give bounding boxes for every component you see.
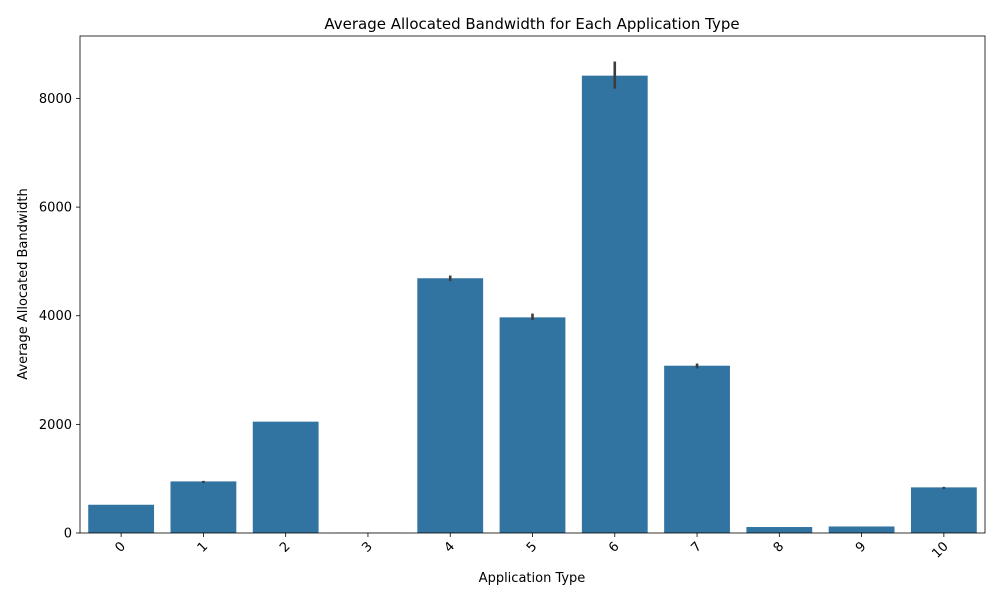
bar-9 [828,526,895,533]
bar-10 [910,487,977,533]
x-tick-label-2: 2 [277,539,293,555]
x-axis: 0 1 2 3 4 5 6 7 8 9 10 [113,533,952,562]
bar-7 [664,365,730,533]
bar-1 [170,481,237,533]
bar-0 [88,504,155,533]
x-tick-label-8: 8 [771,539,787,555]
x-tick-label-3: 3 [359,539,375,555]
y-tick-label-8000: 8000 [39,92,72,107]
x-tick-label-6: 6 [606,539,622,555]
y-axis: 0 2000 4000 6000 8000 [39,92,80,542]
x-tick-label-7: 7 [688,539,704,555]
bar-4 [417,278,484,533]
plot-area [88,61,977,533]
y-tick-label-0: 0 [64,527,72,542]
chart-title: Average Allocated Bandwidth for Each App… [324,15,739,33]
bar-2 [252,421,319,533]
y-tick-label-2000: 2000 [39,418,72,433]
bar-5 [499,317,566,533]
x-tick-label-9: 9 [853,539,869,555]
y-tick-label-4000: 4000 [39,309,72,324]
x-axis-label: Application Type [479,571,586,586]
x-tick-label-1: 1 [195,539,211,555]
bar-8 [746,527,813,533]
bar-6 [581,75,648,533]
y-tick-label-6000: 6000 [39,201,72,216]
x-tick-label-4: 4 [442,539,458,555]
y-axis-label: Average Allocated Bandwidth [16,188,31,379]
x-tick-label-10: 10 [929,539,951,561]
x-tick-label-0: 0 [113,539,129,555]
x-tick-label-5: 5 [524,539,540,555]
plot-frame [79,35,986,534]
